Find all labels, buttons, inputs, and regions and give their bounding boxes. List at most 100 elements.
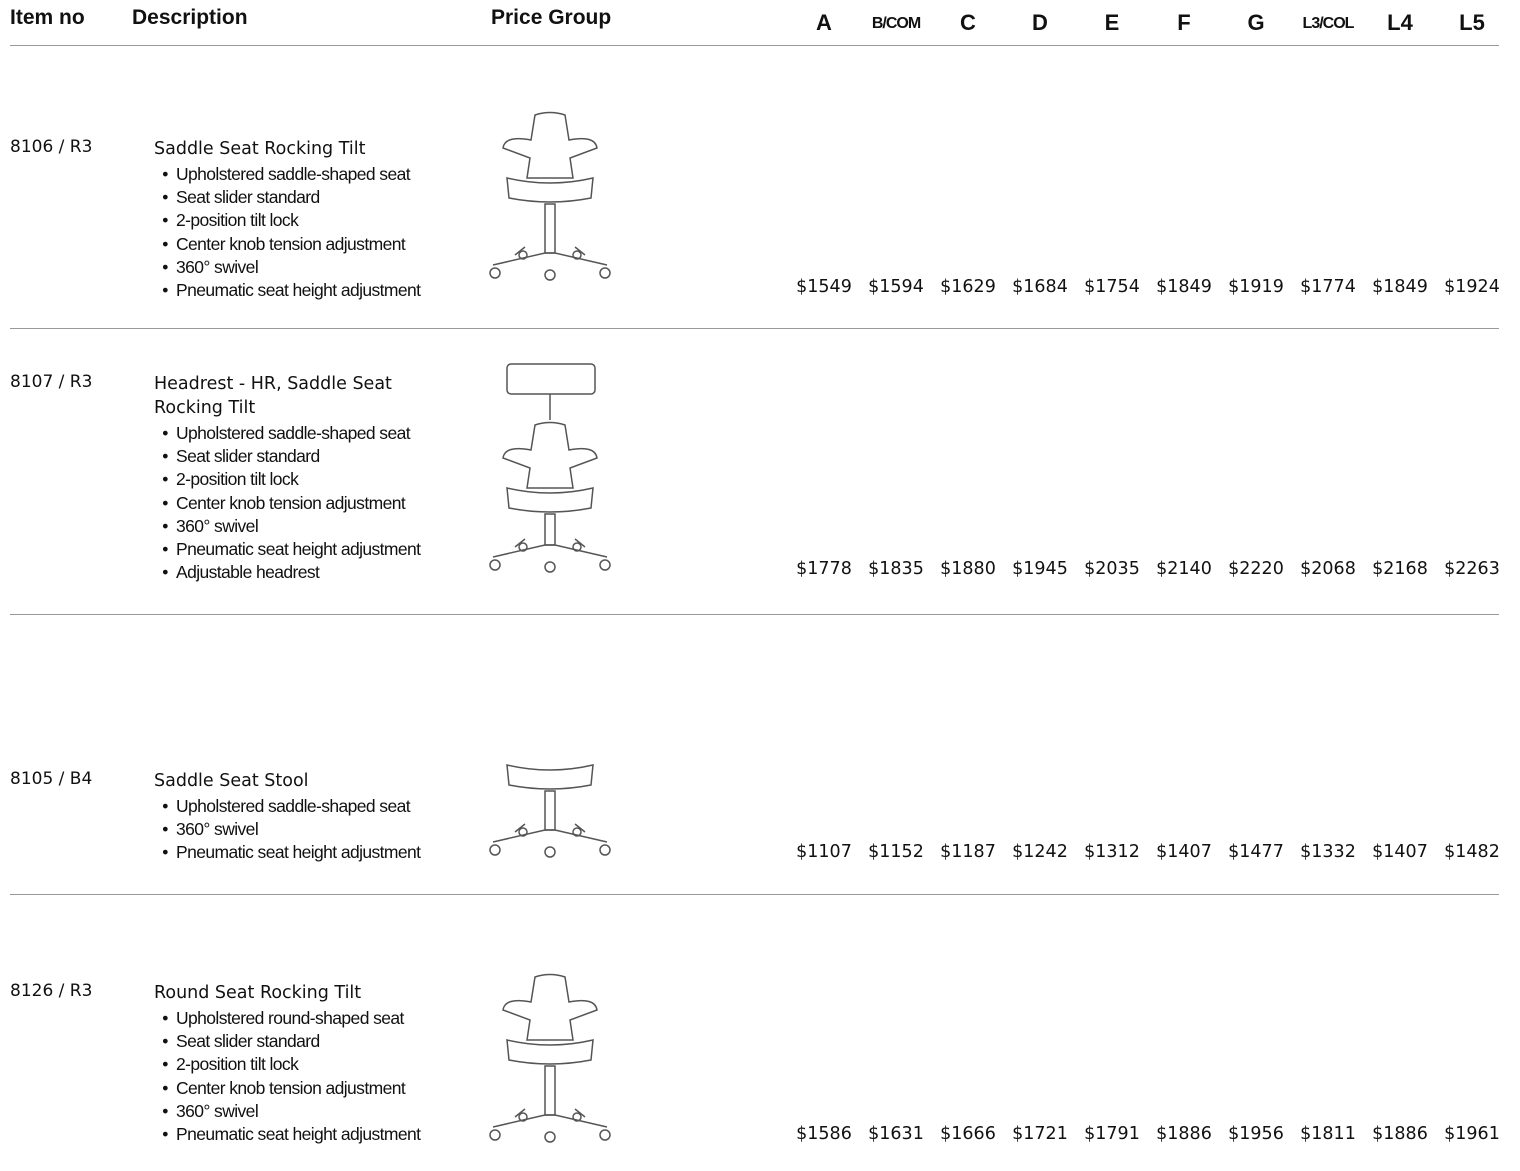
price: $1849 — [1372, 277, 1428, 297]
price: $1791 — [1084, 1124, 1140, 1144]
chair-outline — [599, 1129, 611, 1141]
chair-outline — [506, 177, 594, 203]
feature: 2-position tilt lock — [154, 1053, 424, 1076]
chair-outline — [502, 973, 598, 1041]
chair-outline — [492, 246, 608, 266]
chair-outline — [489, 267, 501, 279]
price: $1811 — [1300, 1124, 1356, 1144]
chair-outline — [572, 542, 582, 552]
price: $1477 — [1228, 842, 1284, 862]
price-column-header: D — [1032, 10, 1048, 35]
price: $1880 — [940, 559, 996, 579]
feature: Seat slider standard — [154, 1030, 424, 1053]
item-no: 8106 / R3 — [10, 137, 93, 157]
description: Headrest - HR, Saddle Seat Rocking TiltU… — [154, 372, 424, 584]
chair-outline — [518, 827, 528, 837]
chair-outline — [544, 561, 556, 573]
chair-outline — [506, 764, 594, 790]
chair-image — [489, 363, 611, 573]
price: $1778 — [796, 559, 852, 579]
price: $1594 — [868, 277, 924, 297]
product-title: Headrest - HR, Saddle Seat Rocking Tilt — [154, 374, 392, 418]
price: $1586 — [796, 1124, 852, 1144]
chair-outline — [489, 559, 501, 571]
price: $1407 — [1156, 842, 1212, 862]
price: $1924 — [1444, 277, 1500, 297]
feature: Pneumatic seat height adjustment — [154, 279, 424, 302]
price-column-header: B/COM — [871, 15, 921, 32]
price: $2168 — [1372, 559, 1428, 579]
feature: Upholstered saddle-shaped seat — [154, 163, 424, 186]
price: $1482 — [1444, 842, 1500, 862]
header-item-no: Item no — [10, 6, 85, 29]
chair-outline — [489, 844, 501, 856]
price-column-header: L3/COL — [1302, 15, 1355, 32]
row-rule — [10, 894, 1499, 895]
price: $1332 — [1300, 842, 1356, 862]
feature: 2-position tilt lock — [154, 468, 424, 491]
chair-outline — [544, 203, 556, 254]
chair-outline — [518, 250, 528, 260]
chair-outline — [544, 790, 556, 831]
price: $1886 — [1372, 1124, 1428, 1144]
chair-outline — [544, 846, 556, 858]
feature: 2-position tilt lock — [154, 209, 424, 232]
product-title: Saddle Seat Rocking Tilt — [154, 139, 366, 159]
price: $1684 — [1012, 277, 1068, 297]
feature: Upholstered round-shaped seat — [154, 1007, 424, 1030]
price: $2035 — [1084, 559, 1140, 579]
price: $1629 — [940, 277, 996, 297]
feature: Center knob tension adjustment — [154, 1077, 424, 1100]
price: $1919 — [1228, 277, 1284, 297]
price: $2220 — [1228, 559, 1284, 579]
feature: Seat slider standard — [154, 186, 424, 209]
item-no: 8107 / R3 — [10, 372, 93, 392]
header-rule — [10, 45, 1499, 46]
price: $1961 — [1444, 1124, 1500, 1144]
chair-outline — [518, 1112, 528, 1122]
item-no: 8126 / R3 — [10, 981, 93, 1001]
price-column-header: A — [816, 10, 832, 35]
header-price-group: Price Group — [491, 6, 612, 29]
price: $1187 — [940, 842, 996, 862]
price: $1886 — [1156, 1124, 1212, 1144]
price: $2263 — [1444, 559, 1500, 579]
price: $1666 — [940, 1124, 996, 1144]
feature: Upholstered saddle-shaped seat — [154, 422, 424, 445]
chair-outline — [492, 823, 608, 843]
feature: Seat slider standard — [154, 445, 424, 468]
feature: Center knob tension adjustment — [154, 492, 424, 515]
feature: 360° swivel — [154, 1100, 424, 1123]
feature: Center knob tension adjustment — [154, 233, 424, 256]
price-column-header: C — [960, 10, 976, 35]
price-column-header: F — [1177, 10, 1191, 35]
chair-outline — [489, 1129, 501, 1141]
chair-outline — [572, 1112, 582, 1122]
price: $1312 — [1084, 842, 1140, 862]
price: $1945 — [1012, 559, 1068, 579]
price: $1774 — [1300, 277, 1356, 297]
price-column-header: L4 — [1387, 10, 1413, 35]
feature: Upholstered saddle-shaped seat — [154, 795, 424, 818]
feature: Pneumatic seat height adjustment — [154, 841, 424, 864]
description: Saddle Seat Rocking Tilt Upholstered sadd… — [154, 137, 424, 302]
chair-image — [489, 764, 611, 858]
chair-outline — [544, 513, 556, 546]
feature: 360° swivel — [154, 256, 424, 279]
feature: Adjustable headrest — [154, 561, 424, 584]
chair-outline — [506, 487, 594, 513]
chair-outline — [599, 844, 611, 856]
price: $1835 — [868, 559, 924, 579]
product-title: Saddle Seat Stool — [154, 771, 309, 791]
price: $1549 — [796, 277, 852, 297]
feature-list: Upholstered saddle-shaped seatSeat slide… — [154, 422, 424, 584]
chair-outline — [492, 538, 608, 558]
header-description: Description — [132, 6, 248, 29]
chair-outline — [492, 1108, 608, 1128]
price: $1721 — [1012, 1124, 1068, 1144]
price: $1956 — [1228, 1124, 1284, 1144]
price: $1242 — [1012, 842, 1068, 862]
chair-outline — [599, 559, 611, 571]
item-no: 8105 / B4 — [10, 769, 93, 789]
